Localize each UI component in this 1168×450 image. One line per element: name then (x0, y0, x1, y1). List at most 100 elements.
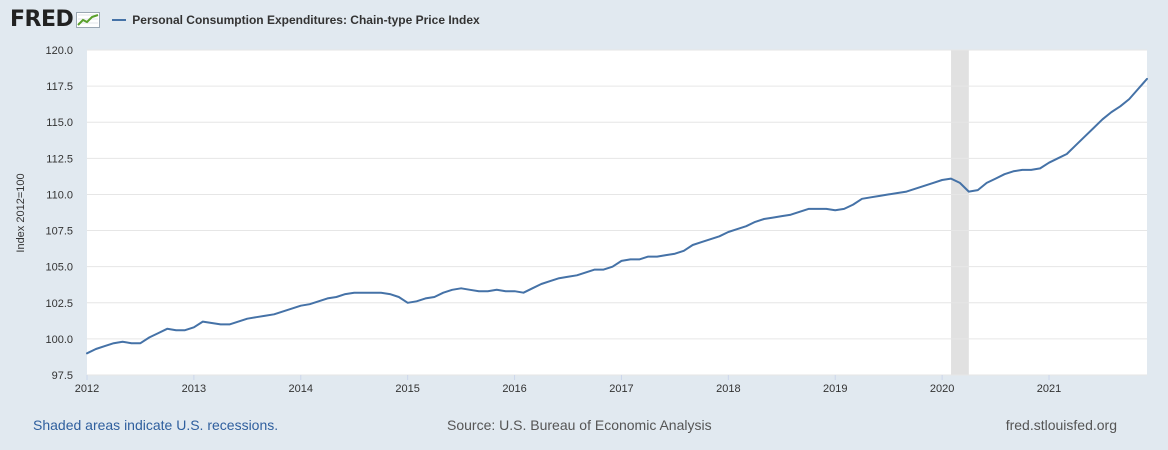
data-point[interactable] (716, 233, 722, 239)
data-point[interactable] (449, 287, 455, 293)
data-point[interactable] (298, 303, 304, 309)
data-point[interactable] (823, 206, 829, 212)
data-point[interactable] (939, 177, 945, 183)
data-point[interactable] (146, 334, 152, 340)
data-point[interactable] (93, 346, 99, 352)
data-point[interactable] (868, 194, 874, 200)
data-point[interactable] (129, 340, 135, 346)
data-point[interactable] (672, 251, 678, 257)
data-point[interactable] (342, 291, 348, 297)
data-point[interactable] (512, 288, 518, 294)
data-point[interactable] (422, 295, 428, 301)
data-point[interactable] (556, 275, 562, 281)
data-point[interactable] (440, 290, 446, 296)
data-point[interactable] (886, 191, 892, 197)
data-point[interactable] (690, 242, 696, 248)
data-point[interactable] (218, 321, 224, 327)
data-point[interactable] (378, 290, 384, 296)
data-point[interactable] (574, 272, 580, 278)
data-point[interactable] (708, 236, 714, 242)
data-point[interactable] (431, 294, 437, 300)
data-point[interactable] (503, 288, 509, 294)
data-point[interactable] (262, 313, 268, 319)
data-point[interactable] (494, 287, 500, 293)
data-point[interactable] (155, 330, 161, 336)
data-point[interactable] (1055, 155, 1061, 161)
data-point[interactable] (244, 316, 250, 322)
data-point[interactable] (912, 186, 918, 192)
data-point[interactable] (289, 306, 295, 312)
data-point[interactable] (850, 202, 856, 208)
data-point[interactable] (387, 291, 393, 297)
data-point[interactable] (1082, 134, 1088, 140)
site-link[interactable]: fred.stlouisfed.org (1005, 417, 1117, 433)
data-point[interactable] (725, 229, 731, 235)
chart-legend[interactable]: Personal Consumption Expenditures: Chain… (112, 13, 480, 27)
data-point[interactable] (601, 267, 607, 273)
data-point[interactable] (1010, 168, 1016, 174)
data-point[interactable] (1126, 96, 1132, 102)
data-point[interactable] (325, 295, 331, 301)
data-point[interactable] (1117, 103, 1123, 109)
data-point[interactable] (877, 193, 883, 199)
data-point[interactable] (84, 350, 90, 356)
series-line[interactable] (86, 77, 1148, 355)
fred-logo[interactable]: FRED (10, 9, 101, 31)
data-point[interactable] (476, 288, 482, 294)
data-point[interactable] (102, 343, 108, 349)
data-point[interactable] (903, 189, 909, 195)
data-point[interactable] (610, 264, 616, 270)
data-point[interactable] (1046, 160, 1052, 166)
data-point[interactable] (921, 183, 927, 189)
data-point[interactable] (1019, 167, 1025, 173)
data-point[interactable] (360, 290, 366, 296)
data-point[interactable] (797, 209, 803, 215)
data-point[interactable] (993, 176, 999, 182)
data-point[interactable] (618, 258, 624, 264)
data-point[interactable] (253, 314, 259, 320)
data-point[interactable] (520, 290, 526, 296)
data-point[interactable] (458, 285, 464, 291)
data-point[interactable] (948, 176, 954, 182)
data-point[interactable] (1037, 165, 1043, 171)
data-point[interactable] (191, 324, 197, 330)
data-point[interactable] (895, 190, 901, 196)
pce-line-chart[interactable]: 97.5 100.0 102.5 105.0 107.5 110.0 112.5 115.0 1… (0, 0, 1168, 410)
data-point[interactable] (627, 256, 633, 262)
data-point[interactable] (538, 281, 544, 287)
data-point[interactable] (592, 267, 598, 273)
data-point[interactable] (645, 254, 651, 260)
data-point[interactable] (1099, 116, 1105, 122)
data-point[interactable] (137, 340, 143, 346)
data-point[interactable] (770, 215, 776, 221)
recession-note-link[interactable]: Shaded areas indicate U.S. recessions. (33, 417, 279, 433)
data-point[interactable] (743, 223, 749, 229)
data-point[interactable] (975, 187, 981, 193)
data-point[interactable] (663, 252, 669, 258)
data-point[interactable] (806, 206, 812, 212)
data-point[interactable] (761, 216, 767, 222)
data-point[interactable] (681, 248, 687, 254)
data-point[interactable] (859, 196, 865, 202)
data-point[interactable] (227, 321, 233, 327)
data-point[interactable] (1073, 142, 1079, 148)
data-point[interactable] (957, 180, 963, 186)
data-point[interactable] (788, 212, 794, 218)
data-point[interactable] (485, 288, 491, 294)
data-point[interactable] (307, 301, 313, 307)
data-point[interactable] (966, 189, 972, 195)
data-point[interactable] (271, 311, 277, 317)
data-point[interactable] (1108, 109, 1114, 115)
data-point[interactable] (930, 180, 936, 186)
data-point[interactable] (752, 219, 758, 225)
data-point[interactable] (120, 339, 126, 345)
data-point[interactable] (111, 340, 117, 346)
data-point[interactable] (164, 326, 170, 332)
data-point[interactable] (209, 320, 215, 326)
data-point[interactable] (414, 298, 420, 304)
data-point[interactable] (280, 308, 286, 314)
data-point[interactable] (654, 254, 660, 260)
data-point[interactable] (467, 287, 473, 293)
data-point[interactable] (182, 327, 188, 333)
data-point[interactable] (173, 327, 179, 333)
